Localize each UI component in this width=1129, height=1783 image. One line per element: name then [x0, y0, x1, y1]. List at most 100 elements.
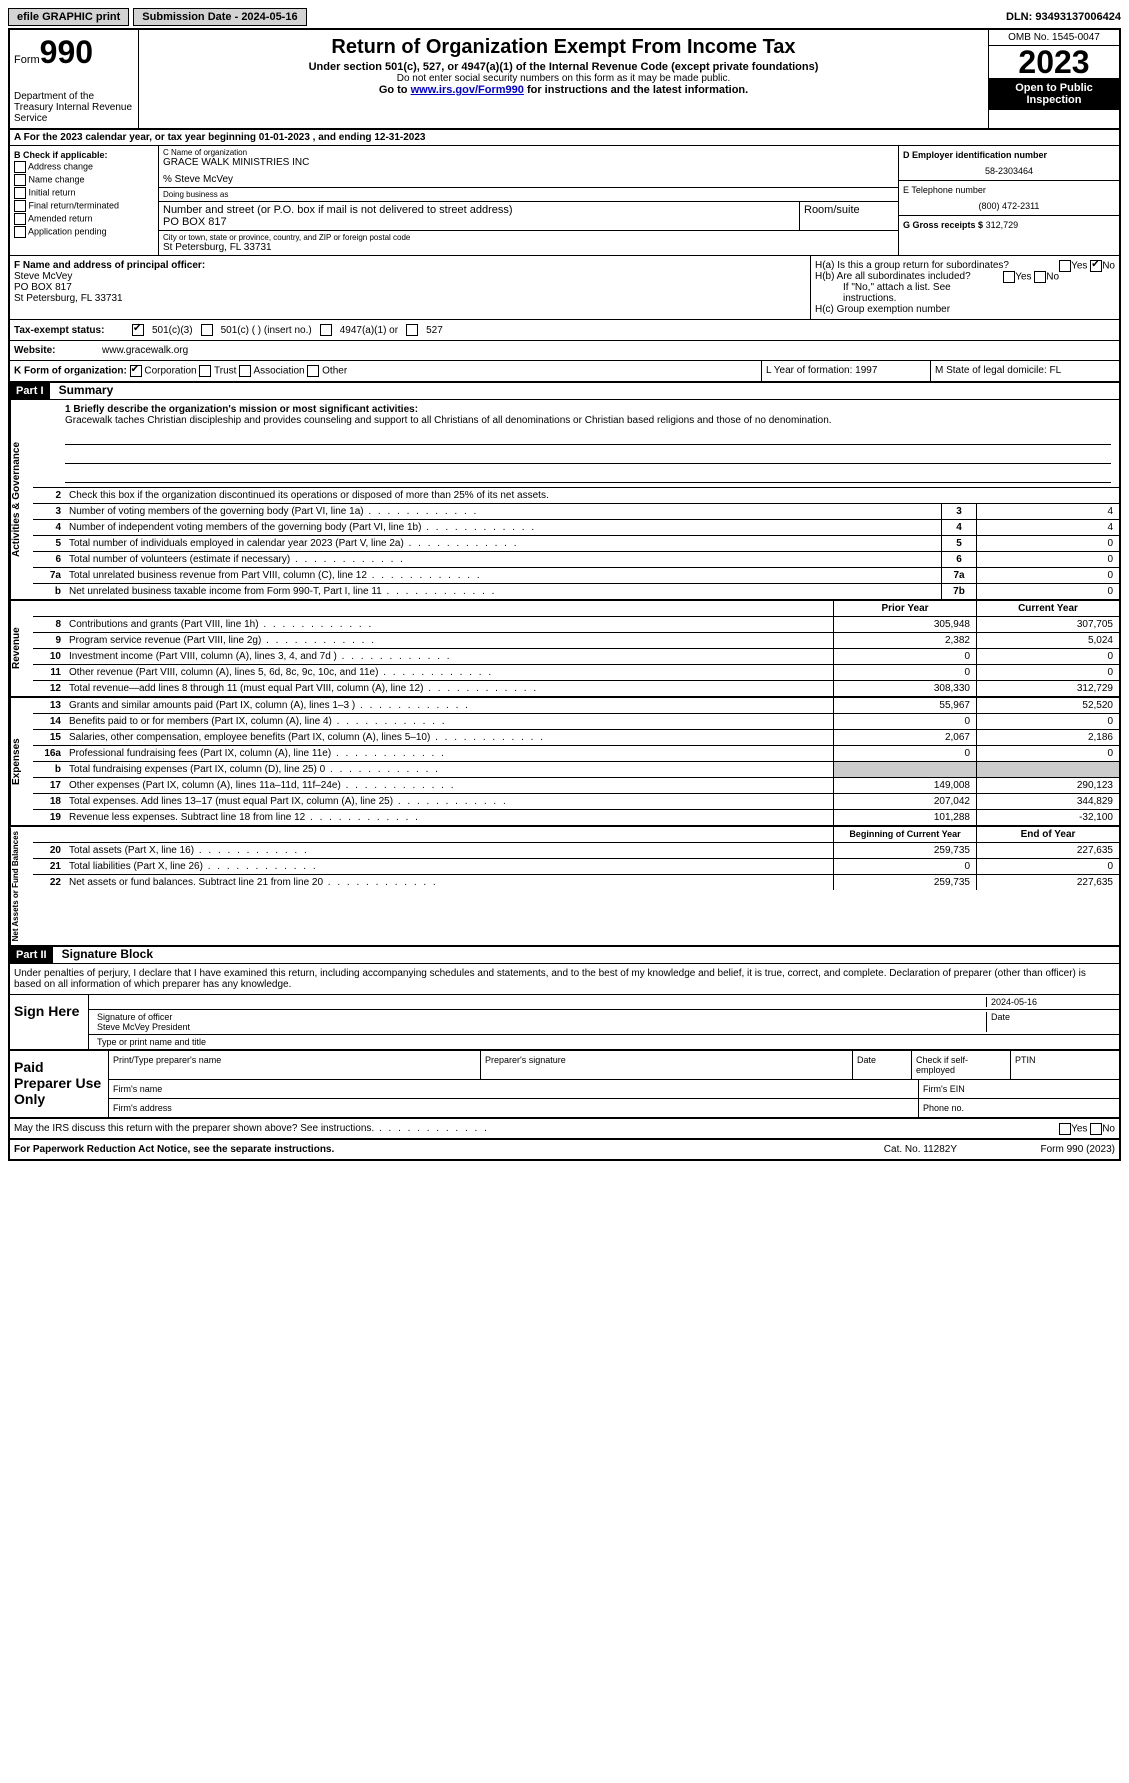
gov-line-3: 3Number of voting members of the governi… — [33, 504, 1119, 520]
discuss-row: May the IRS discuss this return with the… — [10, 1119, 1119, 1140]
cb-hb-yes[interactable] — [1003, 271, 1015, 283]
rev-line-8: 8Contributions and grants (Part VIII, li… — [33, 617, 1119, 633]
gov-line-7a: 7aTotal unrelated business revenue from … — [33, 568, 1119, 584]
section-b-to-g: B Check if applicable: Address change Na… — [10, 146, 1119, 256]
state-domicile: M State of legal domicile: FL — [931, 361, 1119, 381]
col-c-name-address: C Name of organization GRACE WALK MINIST… — [159, 146, 899, 255]
paperwork-notice: For Paperwork Reduction Act Notice, see … — [10, 1144, 880, 1155]
cb-app-pending[interactable] — [14, 226, 26, 238]
net-line-20: 20Total assets (Part X, line 16)259,7352… — [33, 843, 1119, 859]
cb-501c[interactable] — [201, 324, 213, 336]
cb-ha-yes[interactable] — [1059, 260, 1071, 272]
form-word: Form — [14, 54, 40, 66]
cb-corp[interactable] — [130, 365, 142, 377]
cb-assoc[interactable] — [239, 365, 251, 377]
cb-other[interactable] — [307, 365, 319, 377]
exp-line-b: bTotal fundraising expenses (Part IX, co… — [33, 762, 1119, 778]
gov-line-5: 5Total number of individuals employed in… — [33, 536, 1119, 552]
tab-revenue: Revenue — [10, 601, 33, 696]
telephone: (800) 472-2311 — [903, 201, 1115, 211]
gov-line-4: 4Number of independent voting members of… — [33, 520, 1119, 536]
sign-date: 2024-05-16 — [986, 997, 1115, 1007]
org-name: GRACE WALK MINISTRIES INC — [163, 157, 894, 168]
efile-btn[interactable]: efile GRAPHIC print — [8, 8, 129, 26]
officer-addr2: St Petersburg, FL 33731 — [14, 293, 806, 304]
cb-final-return[interactable] — [14, 200, 26, 212]
website-url: www.gracewalk.org — [98, 341, 1119, 360]
subtitle-3: Go to www.irs.gov/Form990 for instructio… — [143, 84, 984, 96]
open-to-public: Open to Public Inspection — [989, 78, 1119, 110]
city-state-zip: St Petersburg, FL 33731 — [163, 242, 894, 253]
part-ii-header: Part II Signature Block — [10, 947, 1119, 964]
cb-amended[interactable] — [14, 213, 26, 225]
rev-line-12: 12Total revenue—add lines 8 through 11 (… — [33, 681, 1119, 696]
cb-ha-no[interactable] — [1090, 260, 1102, 272]
exp-line-16a: 16aProfessional fundraising fees (Part I… — [33, 746, 1119, 762]
form-footer: Form 990 (2023) — [961, 1144, 1119, 1155]
cb-name-change[interactable] — [14, 174, 26, 186]
part-i-header: Part I Summary — [10, 383, 1119, 400]
footer-row: For Paperwork Reduction Act Notice, see … — [10, 1140, 1119, 1159]
form-990: Form990 Department of the Treasury Inter… — [8, 28, 1121, 1161]
cb-527[interactable] — [406, 324, 418, 336]
cb-address-change[interactable] — [14, 161, 26, 173]
summary-revenue: Revenue Prior Year Current Year 8Contrib… — [10, 601, 1119, 698]
row-k-org-form: K Form of organization: Corporation Trus… — [10, 361, 1119, 383]
exp-line-13: 13Grants and similar amounts paid (Part … — [33, 698, 1119, 714]
summary-governance: Activities & Governance 1 Briefly descri… — [10, 400, 1119, 601]
rev-line-10: 10Investment income (Part VIII, column (… — [33, 649, 1119, 665]
row-a-period: A For the 2023 calendar year, or tax yea… — [10, 130, 1119, 146]
form-number: 990 — [40, 34, 93, 70]
sign-here-block: Sign Here 2024-05-16 Signature of office… — [10, 995, 1119, 1051]
cb-discuss-no[interactable] — [1090, 1123, 1102, 1135]
irs-link[interactable]: www.irs.gov/Form990 — [411, 84, 524, 96]
cb-trust[interactable] — [199, 365, 211, 377]
dept-treasury: Department of the Treasury Internal Reve… — [14, 91, 134, 124]
dln: DLN: 93493137006424 — [1006, 11, 1121, 23]
col-b-checkboxes: B Check if applicable: Address change Na… — [10, 146, 159, 255]
officer-signature-name: Steve McVey President — [97, 1022, 190, 1032]
row-i-tax-status: Tax-exempt status: 501(c)(3) 501(c) ( ) … — [10, 320, 1119, 341]
care-of: % Steve McVey — [163, 174, 894, 185]
exp-line-14: 14Benefits paid to or for members (Part … — [33, 714, 1119, 730]
street-address: PO BOX 817 — [163, 216, 795, 228]
mission-text: Gracewalk taches Christian discipleship … — [65, 415, 1111, 426]
tab-net-assets: Net Assets or Fund Balances — [10, 827, 33, 945]
exp-line-18: 18Total expenses. Add lines 13–17 (must … — [33, 794, 1119, 810]
gov-line-6: 6Total number of volunteers (estimate if… — [33, 552, 1119, 568]
submission-date: Submission Date - 2024-05-16 — [133, 8, 306, 26]
rev-line-11: 11Other revenue (Part VIII, column (A), … — [33, 665, 1119, 681]
row-j-website: Website: www.gracewalk.org — [10, 341, 1119, 361]
form-title: Return of Organization Exempt From Incom… — [143, 36, 984, 59]
perjury-statement: Under penalties of perjury, I declare th… — [10, 964, 1119, 995]
rev-line-9: 9Program service revenue (Part VIII, lin… — [33, 633, 1119, 649]
subtitle-2: Do not enter social security numbers on … — [143, 73, 984, 84]
net-line-21: 21Total liabilities (Part X, line 26)00 — [33, 859, 1119, 875]
summary-expenses: Expenses 13Grants and similar amounts pa… — [10, 698, 1119, 827]
tab-governance: Activities & Governance — [10, 400, 33, 599]
officer-addr1: PO BOX 817 — [14, 282, 806, 293]
tax-year: 2023 — [989, 46, 1119, 78]
cat-no: Cat. No. 11282Y — [880, 1144, 961, 1155]
tab-expenses: Expenses — [10, 698, 33, 825]
row-f-h: F Name and address of principal officer:… — [10, 256, 1119, 320]
year-formation: L Year of formation: 1997 — [762, 361, 931, 381]
subtitle-1: Under section 501(c), 527, or 4947(a)(1)… — [143, 61, 984, 73]
topbar: efile GRAPHIC print Submission Date - 20… — [8, 8, 1121, 26]
ein: 58-2303464 — [903, 166, 1115, 176]
cb-4947[interactable] — [320, 324, 332, 336]
paid-preparer-block: Paid Preparer Use Only Print/Type prepar… — [10, 1051, 1119, 1119]
cb-hb-no[interactable] — [1034, 271, 1046, 283]
cb-discuss-yes[interactable] — [1059, 1123, 1071, 1135]
exp-line-17: 17Other expenses (Part IX, column (A), l… — [33, 778, 1119, 794]
cb-initial-return[interactable] — [14, 187, 26, 199]
cb-501c3[interactable] — [132, 324, 144, 336]
mission-block: 1 Briefly describe the organization's mi… — [33, 400, 1119, 488]
officer-name: Steve McVey — [14, 271, 806, 282]
gross-receipts: 312,729 — [986, 220, 1019, 230]
summary-net-assets: Net Assets or Fund Balances Beginning of… — [10, 827, 1119, 947]
form-header: Form990 Department of the Treasury Inter… — [10, 30, 1119, 130]
gov-line-b: bNet unrelated business taxable income f… — [33, 584, 1119, 599]
col-d-e-g: D Employer identification number 58-2303… — [899, 146, 1119, 255]
exp-line-15: 15Salaries, other compensation, employee… — [33, 730, 1119, 746]
